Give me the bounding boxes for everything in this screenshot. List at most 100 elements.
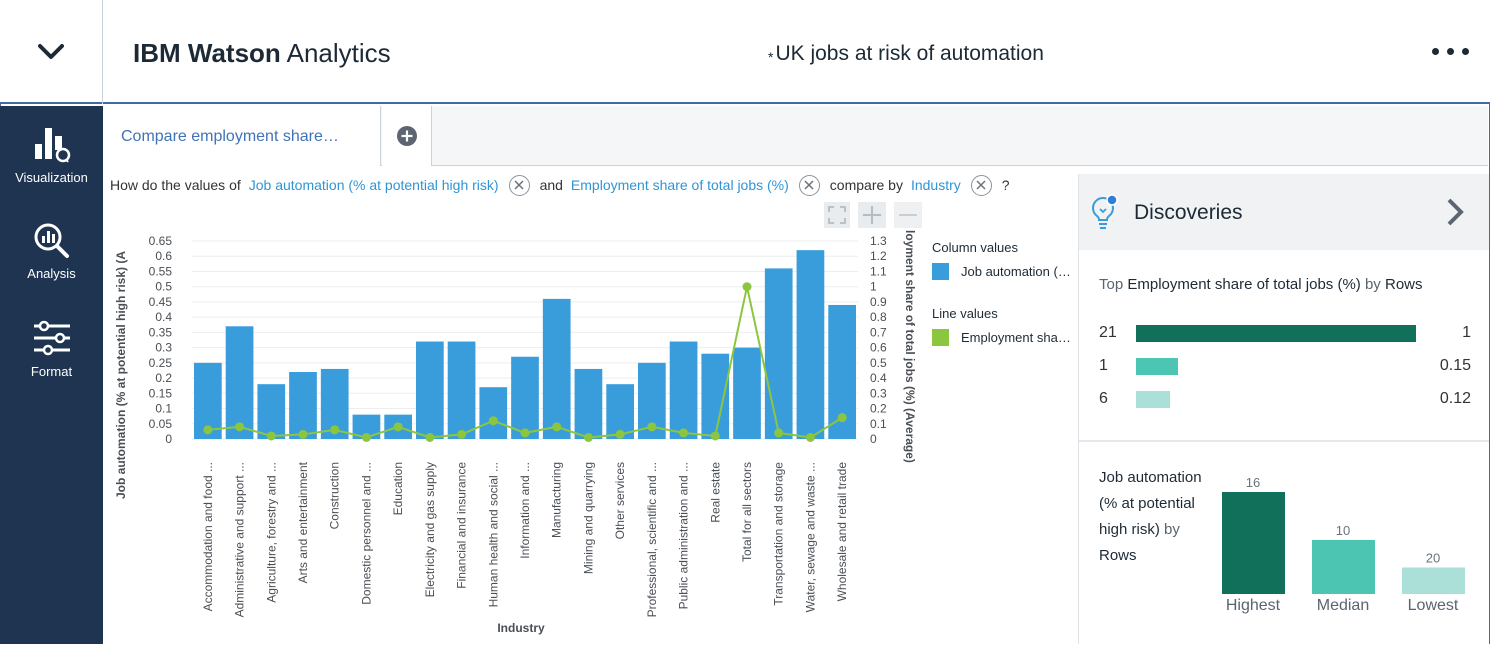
discovery-card-top-employment[interactable]: Top Employment share of total jobs (%) b…	[1079, 266, 1489, 442]
dot-icon	[1462, 47, 1469, 55]
card-bar-row[interactable]: 6 0.12	[1099, 390, 1471, 410]
chevron-right-icon[interactable]	[1443, 196, 1467, 228]
bar[interactable]	[416, 341, 444, 439]
bar[interactable]	[733, 347, 761, 439]
line-point[interactable]	[552, 422, 562, 432]
line-point[interactable]	[710, 431, 720, 441]
zoom-out-button[interactable]	[894, 202, 922, 228]
bar[interactable]	[447, 341, 476, 439]
x-tick-label: Manufacturing	[550, 462, 564, 538]
line-point[interactable]	[520, 428, 530, 438]
bar[interactable]	[511, 356, 539, 439]
line-point[interactable]	[330, 425, 340, 435]
bar[interactable]	[574, 368, 603, 439]
legend-item-employment-share[interactable]: Employment share of total jobs (%) (Aver…	[932, 329, 1078, 346]
row-rank: 21	[1099, 324, 1117, 341]
line-point[interactable]	[393, 422, 403, 432]
expand-menu-button[interactable]	[0, 0, 103, 104]
bar[interactable]	[796, 250, 825, 439]
x-tick-label: Water, sewage and waste ...	[803, 462, 817, 612]
line-point[interactable]	[361, 432, 371, 442]
line-point[interactable]	[774, 428, 784, 438]
card-bar-count: 20	[1426, 550, 1440, 565]
line-point[interactable]	[457, 429, 467, 439]
x-axis-ticks: Accommodation and food ... Administrative…	[201, 461, 849, 617]
y-tick-label: 0.1	[155, 402, 172, 416]
more-options-button[interactable]	[1432, 42, 1476, 60]
legend-item-job-automation[interactable]: Job automation (% at potential high risk…	[932, 263, 1078, 280]
y-tick-label: 0.6	[155, 249, 172, 263]
line-point[interactable]	[805, 432, 815, 442]
bar[interactable]	[542, 298, 571, 439]
discoveries-header[interactable]: Discoveries	[1079, 174, 1489, 250]
plus-circle-icon	[396, 126, 417, 146]
bar[interactable]	[764, 268, 793, 439]
discovery-card-job-automation[interactable]: Job automation (% at potential high risk…	[1079, 444, 1489, 644]
bar[interactable]	[289, 371, 317, 439]
tab-label[interactable]: Compare employment share…	[121, 128, 339, 145]
field-industry[interactable]: Industry	[910, 177, 961, 193]
dot-icon	[1447, 47, 1454, 55]
y2-axis-ticks: 00.10.2 0.30.40.50.6 0.70.80.91 1.11.21.3	[870, 234, 887, 446]
y-tick-label: 0.4	[155, 310, 172, 324]
x-tick-label: Public administration and ...	[677, 462, 691, 609]
card-bar[interactable]	[1312, 539, 1375, 594]
document-title[interactable]: *UK jobs at risk of automation	[768, 42, 1044, 65]
sidebar-item-visualization[interactable]: Visualization	[0, 124, 103, 204]
discoveries-title: Discoveries	[1134, 201, 1243, 224]
line-point[interactable]	[203, 425, 213, 435]
bar[interactable]	[669, 341, 698, 439]
format-icon	[33, 320, 70, 356]
bar[interactable]	[606, 384, 634, 439]
bar[interactable]	[701, 353, 730, 439]
line-point[interactable]	[583, 432, 593, 442]
remove-field-button[interactable]	[508, 174, 530, 196]
remove-field-button[interactable]	[970, 174, 992, 196]
y-tick-label: 0.55	[149, 264, 173, 278]
y-tick-label: 0.25	[149, 356, 173, 370]
combo-chart: 0 0.05 0.1 0.15 0.2 0.25 0.3 0.35 0.4 0.45 0.5 0.55…	[108, 198, 1074, 644]
x-tick-label: Financial and insurance	[455, 462, 469, 589]
remove-field-button[interactable]	[798, 174, 820, 196]
line-point[interactable]	[266, 431, 276, 441]
field-employment-share[interactable]: Employment share of total jobs (%)	[570, 177, 789, 193]
zoom-in-button[interactable]	[858, 202, 886, 228]
x-tick-label: Human health and social ...	[486, 462, 500, 607]
x-tick-label: Agriculture, forestry and ...	[264, 462, 278, 603]
line-point[interactable]	[647, 422, 657, 432]
y2-tick-label: 0.9	[870, 295, 887, 309]
bar[interactable]	[225, 326, 254, 439]
line-point[interactable]	[837, 413, 847, 423]
sidebar-item-label: Visualization	[15, 170, 88, 185]
card-bar[interactable]	[1402, 567, 1465, 594]
line-point[interactable]	[235, 422, 245, 432]
close-icon	[514, 180, 524, 190]
fit-screen-button[interactable]	[824, 202, 850, 228]
y-tick-label: 0.3	[155, 341, 172, 355]
sidebar-item-label: Analysis	[27, 266, 76, 281]
card-bar[interactable]	[1222, 492, 1285, 594]
line-point[interactable]	[615, 429, 625, 439]
card-bar-row[interactable]: 1 0.15	[1099, 357, 1471, 377]
card-bar-row[interactable]: 21 1	[1099, 324, 1471, 344]
x-axis-title: Industry	[497, 621, 545, 635]
line-point[interactable]	[679, 428, 689, 438]
line-point[interactable]	[742, 282, 752, 292]
row-rank: 6	[1099, 390, 1108, 407]
row-bar	[1136, 391, 1170, 408]
tab-compare-employment-share[interactable]: Compare employment share…	[104, 106, 381, 166]
bar[interactable]	[257, 384, 286, 439]
y2-tick-label: 1.2	[870, 249, 887, 263]
line-point[interactable]	[298, 429, 308, 439]
field-job-automation[interactable]: Job automation (% at potential high risk…	[248, 177, 499, 193]
x-tick-label: Wholesale and retail trade	[835, 462, 849, 602]
bar[interactable]	[479, 387, 508, 439]
unsaved-marker: *	[768, 49, 774, 65]
line-point[interactable]	[425, 432, 435, 442]
add-tab-button[interactable]	[382, 106, 432, 166]
line-point[interactable]	[488, 416, 498, 426]
visualization-icon	[34, 128, 70, 163]
y-tick-label: 0.35	[149, 325, 173, 339]
sidebar-item-analysis[interactable]: Analysis	[0, 220, 103, 300]
sidebar-item-format[interactable]: Format	[0, 318, 103, 398]
